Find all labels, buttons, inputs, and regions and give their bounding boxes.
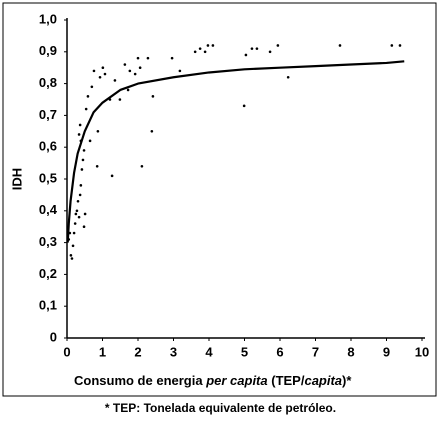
- point: [82, 225, 86, 228]
- point: [80, 168, 84, 171]
- x-tick-label: 0: [63, 344, 70, 359]
- point: [286, 75, 290, 79]
- point: [101, 66, 105, 69]
- point: [138, 66, 142, 69]
- point: [140, 164, 144, 168]
- point: [88, 139, 92, 143]
- point: [398, 44, 402, 47]
- y-tick-label: 0,2: [39, 266, 57, 281]
- footnote: * TEP: Tonelada equivalente de petróleo.: [104, 401, 337, 415]
- y-tick-label: 0,8: [39, 75, 57, 90]
- point: [123, 63, 127, 66]
- x-axis-label-part: per capita: [206, 373, 268, 388]
- point: [390, 44, 394, 47]
- point: [79, 184, 83, 187]
- point: [69, 254, 73, 257]
- point: [170, 56, 174, 60]
- y-tick-label: 0,3: [39, 234, 57, 249]
- point: [90, 85, 94, 89]
- point: [82, 149, 86, 152]
- point: [242, 104, 246, 108]
- point: [211, 44, 215, 47]
- x-axis-label-part: capita: [304, 373, 343, 388]
- point: [268, 50, 272, 54]
- point: [203, 50, 207, 54]
- x-tick-label: 8: [347, 344, 354, 359]
- point: [77, 133, 81, 136]
- point: [103, 72, 107, 76]
- x-tick-label: 1: [99, 344, 106, 359]
- point: [96, 130, 100, 133]
- point: [276, 44, 280, 47]
- y-tick-label: 0,1: [39, 298, 57, 313]
- point: [95, 164, 99, 168]
- y-tick-label: 0,6: [39, 139, 57, 154]
- y-tick-label: 0,7: [39, 107, 57, 122]
- point: [178, 69, 182, 73]
- x-axis-label-part: Consumo de energia: [74, 373, 207, 388]
- point: [126, 88, 130, 92]
- x-tick-label: 2: [134, 344, 141, 359]
- point: [146, 56, 150, 60]
- point: [92, 69, 96, 73]
- y-axis-label: IDH: [9, 168, 24, 190]
- y-tick-label: 0: [50, 329, 57, 344]
- point: [74, 212, 78, 216]
- point: [86, 95, 90, 98]
- point: [338, 44, 342, 47]
- point: [71, 244, 75, 248]
- point: [206, 44, 210, 47]
- point: [113, 79, 117, 82]
- point: [150, 130, 154, 133]
- y-tick-label: 0,4: [39, 202, 58, 217]
- point: [193, 50, 197, 54]
- point: [76, 199, 80, 203]
- x-axis-label-part: (TEP/: [267, 373, 305, 388]
- y-tick-label: 0,9: [39, 43, 57, 58]
- x-tick-label: 3: [170, 344, 177, 359]
- point: [78, 123, 82, 127]
- point: [84, 107, 88, 111]
- x-tick-label: 10: [415, 344, 429, 359]
- x-tick-label: 5: [241, 344, 248, 359]
- point: [81, 158, 85, 162]
- point: [75, 209, 79, 213]
- point: [151, 95, 155, 98]
- point: [73, 222, 77, 225]
- point: [77, 215, 81, 219]
- point: [244, 53, 248, 57]
- point: [133, 72, 137, 76]
- y-tick-label: 1,0: [39, 11, 57, 26]
- point: [198, 47, 202, 50]
- point: [255, 47, 259, 50]
- fit-curve: [66, 60, 405, 243]
- point: [110, 174, 114, 178]
- point: [78, 193, 82, 197]
- point: [70, 257, 74, 260]
- x-tick-label: 6: [276, 344, 283, 359]
- point: [136, 56, 140, 60]
- point: [98, 75, 102, 79]
- point: [250, 47, 254, 50]
- x-tick-label: 7: [312, 344, 319, 359]
- point: [118, 98, 122, 101]
- x-axis-label-part: )*: [342, 373, 352, 388]
- point: [83, 212, 87, 216]
- frame: [2, 2, 437, 397]
- x-tick-label: 4: [205, 344, 213, 359]
- point: [128, 69, 132, 73]
- point: [72, 231, 76, 235]
- x-tick-label: 9: [383, 344, 390, 359]
- x-axis-label: Consumo de energia per capita (TEP/capit…: [74, 373, 351, 388]
- y-tick-label: 0,5: [39, 170, 57, 185]
